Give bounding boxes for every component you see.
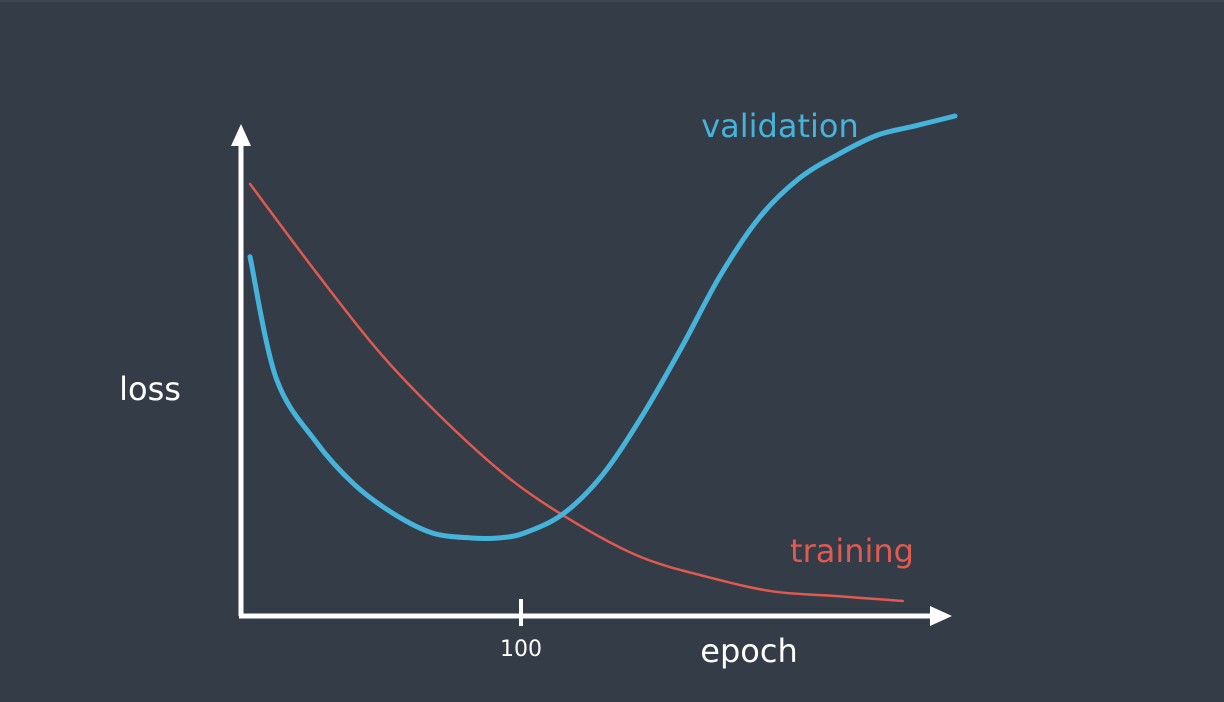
y-axis-label: loss xyxy=(119,370,181,408)
x-axis-label: epoch xyxy=(700,632,797,670)
validation-series-label: validation xyxy=(701,107,859,145)
top-border xyxy=(0,0,1224,2)
validation-series-line xyxy=(247,113,958,542)
x-tick-label-100: 100 xyxy=(500,637,542,662)
x-axis-arrowhead xyxy=(930,606,952,626)
y-axis-arrowhead xyxy=(231,124,251,146)
training-series-label: training xyxy=(790,532,914,570)
